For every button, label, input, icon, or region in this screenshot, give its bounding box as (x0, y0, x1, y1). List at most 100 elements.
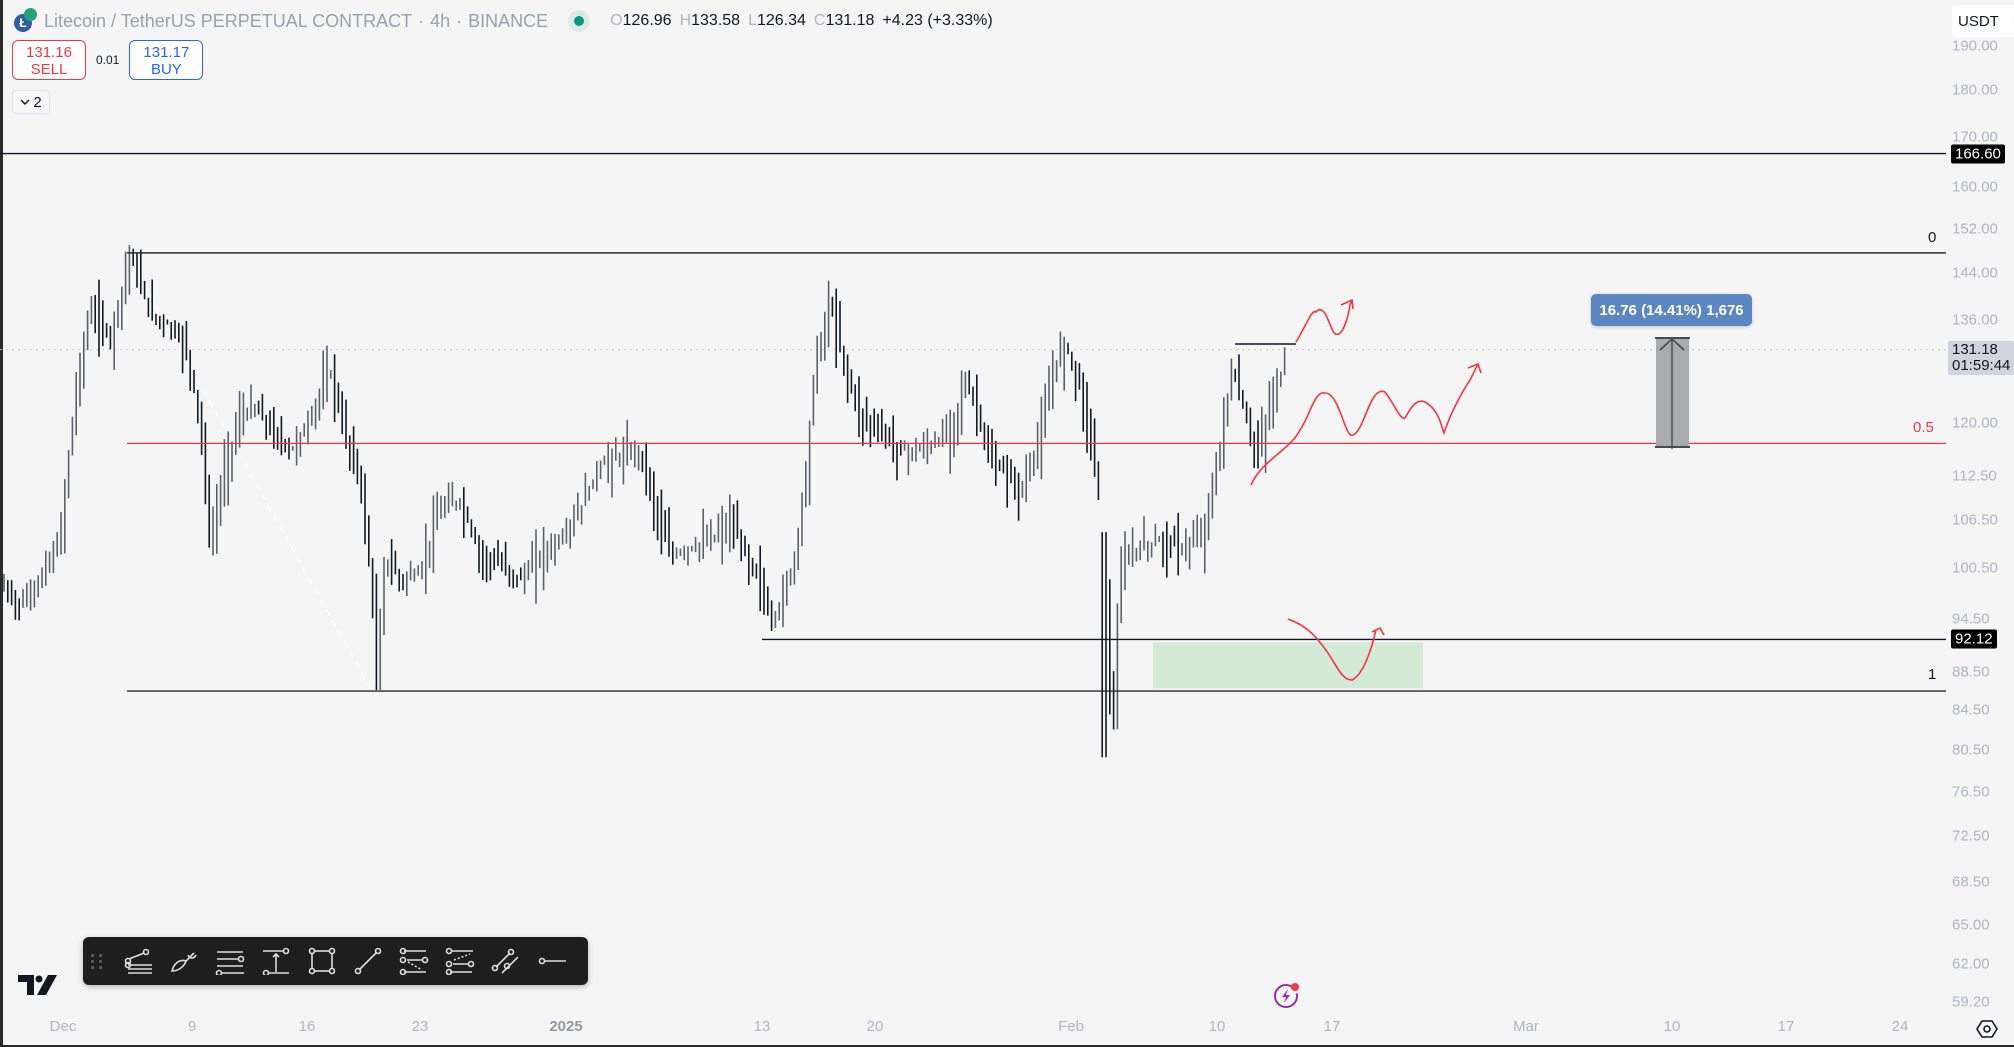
measure-arrow-head-icon (1659, 337, 1685, 351)
price-tick: 76.50 (1952, 783, 1990, 801)
bullish-projection-path-2 (1250, 363, 1479, 486)
fib-retracement-tool[interactable] (115, 941, 161, 981)
price-tick: 68.50 (1952, 873, 1990, 891)
price-tick: 170.00 (1952, 128, 1998, 146)
close-label: C (813, 12, 826, 29)
symbol-title[interactable]: Litecoin / TetherUS PERPETUAL CONTRACT (44, 10, 413, 31)
chevron-down-icon (20, 99, 30, 105)
sell-label: SELL (30, 61, 68, 78)
time-label: Dec (49, 1018, 77, 1035)
resistance-price-tag[interactable]: 166.60 (1951, 144, 2005, 164)
time-label: 20 (866, 1018, 884, 1035)
time-label: 23 (411, 1018, 429, 1035)
time-label: 10 (1208, 1018, 1226, 1035)
tradingview-logo-icon[interactable] (18, 975, 58, 997)
time-label: Mar (1513, 1018, 1539, 1035)
indicator-count: 2 (33, 93, 42, 111)
time-label: 16 (298, 1018, 316, 1035)
price-tick: 190.00 (1952, 37, 1998, 55)
horizontal-ray-tool[interactable] (529, 941, 575, 981)
buy-label: BUY (150, 61, 182, 78)
date-price-range-icon (262, 947, 290, 975)
time-axis[interactable]: Dec 9 16 23 2025 13 20 Feb 10 17 Mar 10 17 24 (0, 1018, 1946, 1042)
price-tick: 80.50 (1952, 741, 1990, 759)
time-label: 10 (1663, 1018, 1681, 1035)
window-border (0, 0, 3, 1047)
time-label: 9 (187, 1018, 197, 1035)
interval[interactable]: 4h (430, 10, 451, 31)
brush-tool[interactable] (161, 941, 207, 981)
price-tick: 136.00 (1952, 311, 1998, 329)
price-range-measure-label[interactable]: 16.76 (14.41%) 1,676 (1591, 294, 1752, 326)
price-tick: 152.00 (1952, 220, 1998, 238)
indicators-collapse-button[interactable]: 2 (12, 90, 50, 114)
price-tick: 65.00 (1952, 916, 1990, 934)
buy-price: 131.17 (143, 44, 190, 61)
fib-level-0-label: 0 (1928, 229, 1937, 246)
dip-projection-path (1287, 618, 1377, 681)
ohlc-values: O126.96 H133.58 L126.34 C131.18 +4.23 (+… (610, 12, 993, 30)
separator: · (456, 10, 463, 31)
price-tick: 106.50 (1952, 511, 1998, 529)
time-label: Feb (1058, 1018, 1084, 1035)
chart-settings-icon[interactable] (1976, 1018, 1998, 1040)
time-label: 24 (1891, 1018, 1909, 1035)
high-label: H (679, 12, 692, 29)
price-tick: 180.00 (1952, 81, 1998, 99)
sell-price: 131.16 (26, 44, 72, 61)
trend-line-tool[interactable] (345, 941, 391, 981)
price-tick: 120.00 (1952, 414, 1998, 432)
price-chart[interactable] (0, 0, 1946, 1015)
bar-countdown: 01:59:44 (1952, 356, 2011, 374)
low-label: L (748, 12, 757, 29)
currency-selector[interactable]: USDT (1952, 5, 2014, 37)
window-border-bottom (0, 1045, 2014, 1047)
open-value: 126.96 (622, 12, 672, 29)
open-label: O (610, 12, 623, 29)
disjoint-channel-tool[interactable] (483, 941, 529, 981)
sell-button[interactable]: 131.16 SELL (12, 40, 86, 80)
last-price-value: 131.18 (1952, 340, 1998, 358)
arrow-head-icon (1467, 362, 1482, 374)
price-tick: 72.50 (1952, 827, 1990, 845)
rectangle-tool[interactable] (299, 941, 345, 981)
time-label: 13 (753, 1018, 771, 1035)
horizontal-ray-icon (538, 957, 566, 965)
spread-value: 0.01 (96, 53, 120, 67)
separator: · (418, 10, 425, 31)
close-value: 131.18 (825, 12, 875, 29)
brush-icon (170, 952, 197, 972)
fib-level-05-label: 0.5 (1913, 419, 1934, 436)
market-open-status-icon[interactable] (568, 10, 591, 32)
fib-channel-tool[interactable] (437, 941, 483, 981)
fib-channel-icon (445, 947, 475, 975)
time-label: 17 (1323, 1018, 1341, 1035)
price-tick: 94.50 (1952, 610, 1990, 628)
fib-retracement-icon (124, 948, 152, 974)
drag-handle-icon[interactable] (91, 950, 105, 972)
price-tick: 88.50 (1952, 663, 1990, 681)
trade-panel: 131.16 SELL 0.01 131.17 BUY (12, 40, 204, 80)
support-price-tag[interactable]: 92.12 (1951, 629, 1997, 649)
demand-zone (1153, 642, 1423, 689)
lightning-alert-icon[interactable] (1272, 980, 1302, 1010)
arrow-head-icon (1371, 626, 1385, 636)
pitchfork-tool[interactable] (391, 941, 437, 981)
fib-level-1-label: 1 (1928, 666, 1937, 683)
price-tick: 62.00 (1952, 955, 1990, 973)
parallel-channel-tool[interactable] (207, 941, 253, 981)
rectangle-icon (308, 947, 336, 975)
change-value: +4.23 (+3.33%) (882, 12, 993, 29)
price-tick: 59.20 (1952, 993, 1990, 1011)
drawing-toolbar (83, 937, 588, 985)
date-price-range-tool[interactable] (253, 941, 299, 981)
currency-value: USDT (1958, 12, 1999, 30)
exchange: BINANCE (468, 10, 549, 31)
trend-line-icon (354, 947, 382, 975)
price-axis[interactable]: 190.00 180.00 170.00 160.00 152.00 144.00 136.… (1946, 0, 2014, 1047)
parallel-channel-icon (215, 951, 245, 975)
time-label: 2025 (549, 1018, 583, 1035)
buy-button[interactable]: 131.17 BUY (129, 40, 204, 80)
high-value: 133.58 (691, 12, 741, 29)
price-tick: 144.00 (1952, 264, 1998, 282)
